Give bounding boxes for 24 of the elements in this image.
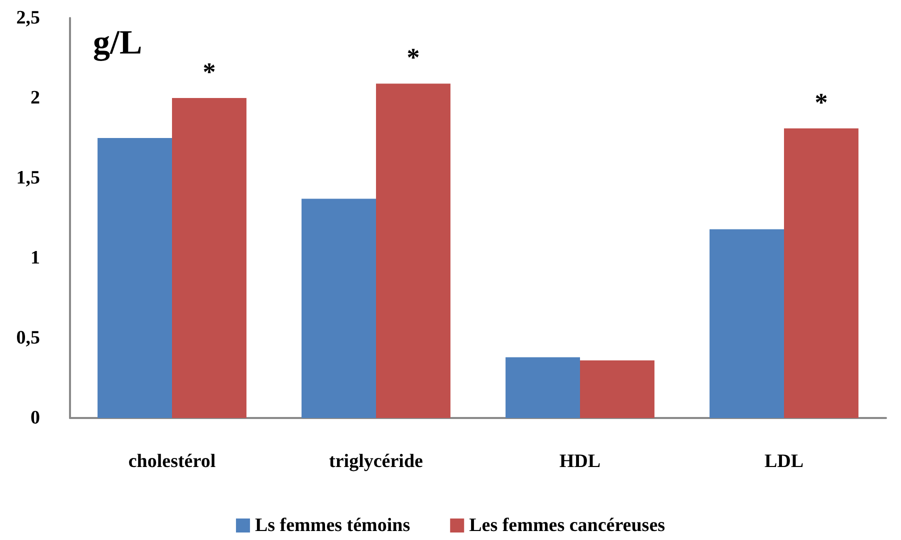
- x-tick-label: cholestérol: [128, 451, 216, 472]
- x-tick-label: triglycéride: [329, 451, 423, 472]
- y-tick-label: 1,5: [16, 168, 40, 188]
- y-tick-label: 0,5: [16, 328, 40, 348]
- annotation: *: [202, 58, 216, 86]
- bar: [98, 138, 172, 418]
- annotation: *: [814, 88, 828, 117]
- bar: [506, 357, 580, 418]
- bar: [172, 98, 246, 418]
- y-tick-label: 2: [30, 88, 40, 108]
- annotation: *: [406, 43, 420, 72]
- y-tick-label: 1: [30, 248, 40, 268]
- x-tick-label: HDL: [559, 451, 601, 472]
- bar: [302, 198, 376, 418]
- y-tick-label: 2,5: [16, 8, 40, 28]
- bar: [376, 84, 450, 418]
- legend-label: Ls femmes témoins: [254, 515, 410, 536]
- bar: [784, 128, 858, 418]
- bar: [580, 360, 654, 418]
- y-tick-label: 0: [30, 408, 40, 428]
- x-tick-label: LDL: [764, 451, 804, 472]
- bar: [710, 229, 784, 418]
- legend-label: Les femmes cancéreuses: [469, 515, 666, 536]
- y-axis-title: g/L: [93, 24, 142, 62]
